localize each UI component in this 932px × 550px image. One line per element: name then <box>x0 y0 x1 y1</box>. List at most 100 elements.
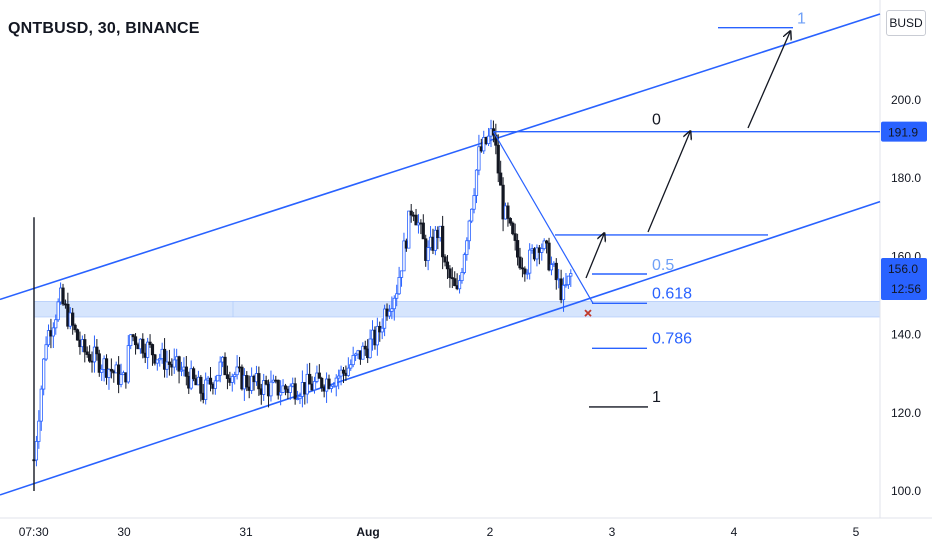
candle-body <box>351 354 355 366</box>
candle-body <box>204 379 208 400</box>
candle-body <box>462 254 467 273</box>
candle-body <box>535 247 539 260</box>
candle-body <box>216 374 220 382</box>
candle-body <box>433 229 437 251</box>
candle-body <box>566 275 570 286</box>
candle-body <box>317 372 321 379</box>
candle-body <box>158 358 162 361</box>
candle-body <box>407 210 411 249</box>
x-tick-label: 07:30 <box>19 525 49 539</box>
candle-body <box>380 327 384 333</box>
candle-body <box>561 285 566 301</box>
candle-body <box>85 351 89 355</box>
candle-body <box>513 233 517 241</box>
projection-arrow-1[interactable] <box>585 234 604 279</box>
symbol-title: QNTBUSD, 30, BINANCE <box>8 20 200 37</box>
candle-body <box>218 361 222 376</box>
candle-body <box>179 369 184 372</box>
candle-body <box>44 344 48 360</box>
candle-body <box>88 354 92 362</box>
candle-body <box>51 327 55 337</box>
y-tick-label: 120.0 <box>891 406 921 420</box>
candle-body <box>73 324 77 331</box>
candle-body <box>361 345 365 360</box>
candle-body <box>426 247 430 261</box>
candle-body <box>460 272 464 281</box>
currency-button[interactable]: BUSD <box>886 10 926 36</box>
candle-body <box>397 277 401 295</box>
candle-body <box>441 225 445 258</box>
candle-body <box>349 364 353 369</box>
candle-body <box>225 374 230 379</box>
candle-body <box>482 137 486 152</box>
candle-body <box>327 378 331 389</box>
candle-body <box>298 395 302 400</box>
candle-body <box>172 359 176 368</box>
candle-body <box>208 377 213 385</box>
candle-body <box>421 222 425 240</box>
candle-body <box>167 361 172 365</box>
candle-body <box>83 339 87 353</box>
candle-body <box>477 146 481 171</box>
candle-body <box>155 359 159 364</box>
candle-body <box>37 420 41 442</box>
candle-body <box>363 345 367 350</box>
y-tick-label: 140.0 <box>891 328 921 342</box>
candle-body <box>496 144 500 174</box>
candle-body <box>162 348 167 370</box>
projection-arrow-2[interactable] <box>647 132 690 233</box>
candle-body <box>346 367 350 376</box>
support-zone[interactable] <box>33 301 881 318</box>
fib-level-label: 1 <box>797 11 806 28</box>
projection-arrow-3[interactable] <box>747 32 790 129</box>
candle-body <box>499 172 503 186</box>
candle-body <box>453 278 457 287</box>
candle-body <box>276 379 280 396</box>
candle-body <box>387 310 392 317</box>
candle-body <box>119 374 123 385</box>
candle-body <box>569 273 573 277</box>
candle-body <box>92 346 97 363</box>
candle-body <box>443 256 447 263</box>
x-tick-label: 2 <box>487 525 494 539</box>
fib-level-label: 0.786 <box>652 330 692 347</box>
x-tick-label: 30 <box>117 525 131 539</box>
candle-body <box>146 341 150 358</box>
channel-upper-line[interactable] <box>0 13 881 301</box>
fib-level-label: 0.618 <box>652 285 692 302</box>
candle-body <box>100 369 104 373</box>
candle-body <box>126 345 130 383</box>
candle-body <box>71 312 75 326</box>
candle-body <box>395 293 399 299</box>
candle-body <box>414 214 418 226</box>
candle-body <box>131 334 135 338</box>
candle-body <box>133 336 138 346</box>
candle-body <box>75 329 80 341</box>
x-tick-label: 4 <box>731 525 738 539</box>
candle-body <box>399 270 404 278</box>
candle-body <box>486 135 491 145</box>
candle-body <box>474 169 479 196</box>
candle-body <box>409 210 413 216</box>
candle-body <box>467 220 471 242</box>
candle-body <box>368 338 372 359</box>
candle-body <box>312 381 317 391</box>
candle-body <box>501 184 505 220</box>
channel-lower-line[interactable] <box>0 200 881 496</box>
x-tick-label: 3 <box>609 525 616 539</box>
price-label-box <box>881 121 927 142</box>
candle-body <box>472 195 476 210</box>
candle-body <box>109 368 113 372</box>
candle-body <box>61 287 65 305</box>
candle-body <box>457 280 462 290</box>
candle-body <box>54 319 58 329</box>
candle-body <box>545 240 549 244</box>
candle-body <box>233 374 237 377</box>
candle-body <box>353 353 358 356</box>
candle-body <box>250 375 254 391</box>
candle-body <box>402 240 406 272</box>
candle-body <box>97 353 101 373</box>
x-tick-label: 5 <box>853 525 860 539</box>
